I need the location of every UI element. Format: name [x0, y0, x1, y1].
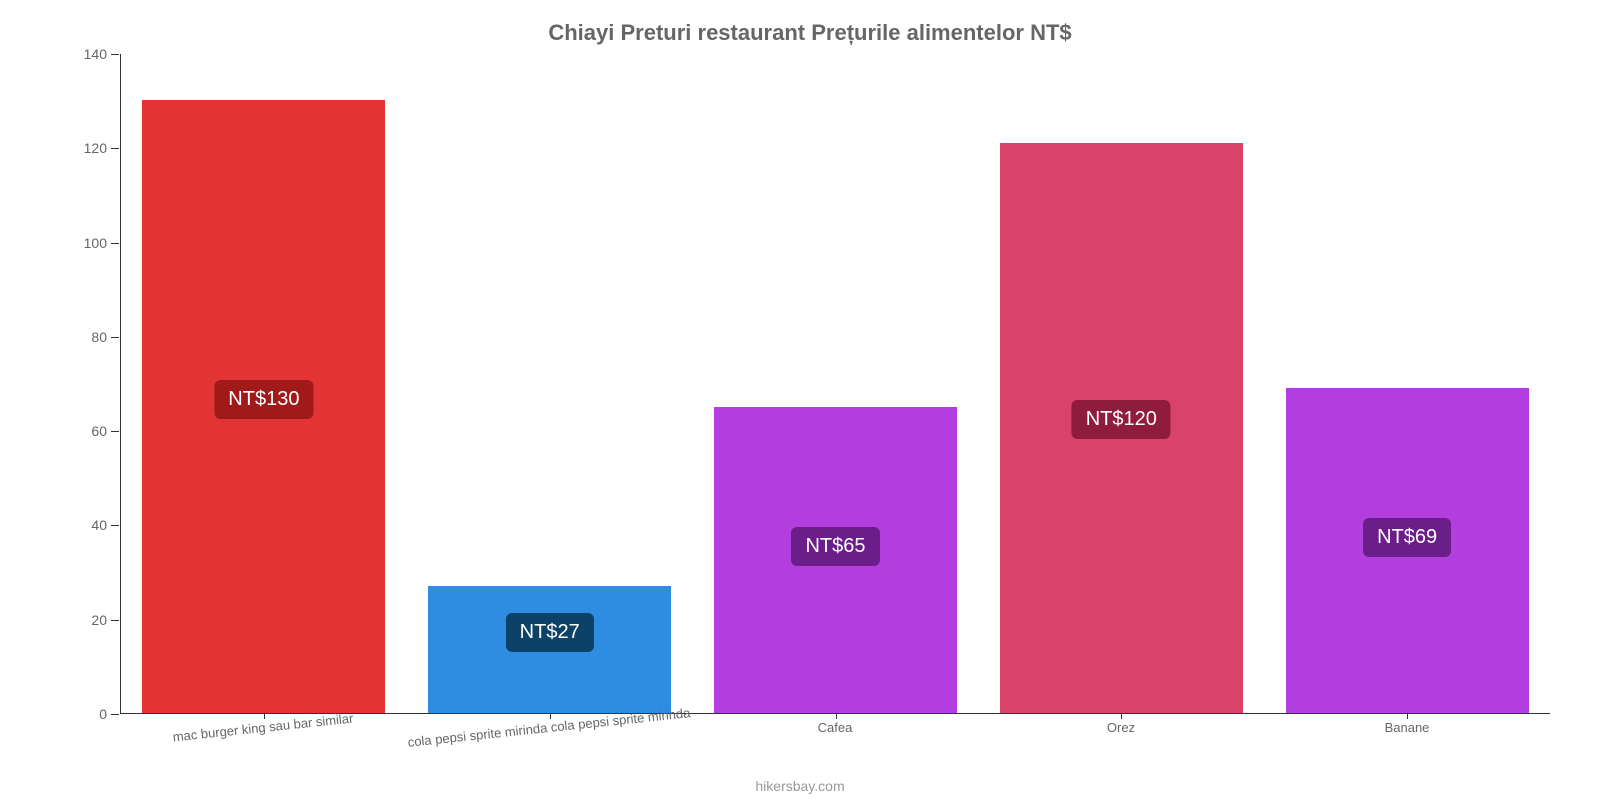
y-tick	[111, 243, 119, 244]
y-tick-label: 80	[91, 329, 107, 345]
chart-title: Chiayi Preturi restaurant Prețurile alim…	[60, 20, 1560, 46]
x-axis-label: Banane	[1385, 720, 1430, 735]
price-chart: Chiayi Preturi restaurant Prețurile alim…	[60, 20, 1560, 740]
x-axis-label: Cafea	[818, 720, 853, 735]
x-axis-label: mac burger king sau bar similar	[172, 711, 354, 745]
y-tick	[111, 525, 119, 526]
x-axis-label: Orez	[1107, 720, 1135, 735]
price-bar: NT$130	[142, 100, 385, 713]
bar-value-label: NT$130	[214, 380, 313, 419]
y-tick	[111, 714, 119, 715]
y-tick	[111, 431, 119, 432]
y-tick-label: 0	[99, 706, 107, 722]
price-bar: NT$120	[1000, 143, 1243, 713]
y-tick-label: 60	[91, 423, 107, 439]
y-tick	[111, 337, 119, 338]
bar-value-label: NT$69	[1363, 518, 1451, 557]
y-tick-label: 140	[84, 46, 107, 62]
bar-value-label: NT$65	[791, 527, 879, 566]
y-tick-label: 100	[84, 235, 107, 251]
price-bar: NT$69	[1286, 388, 1529, 713]
price-bar: NT$27	[428, 586, 671, 713]
y-tick	[111, 620, 119, 621]
bar-value-label: NT$120	[1072, 400, 1171, 439]
price-bar: NT$65	[714, 407, 957, 713]
y-tick-label: 20	[91, 612, 107, 628]
x-axis-labels: mac burger king sau bar similarcola peps…	[120, 714, 1550, 754]
plot-area: 020406080100120140NT$130NT$27NT$65NT$120…	[120, 54, 1550, 714]
y-tick-label: 120	[84, 140, 107, 156]
credit-text: hikersbay.com	[755, 778, 844, 794]
y-tick	[111, 54, 119, 55]
bar-value-label: NT$27	[506, 613, 594, 652]
y-tick-label: 40	[91, 517, 107, 533]
y-tick	[111, 148, 119, 149]
